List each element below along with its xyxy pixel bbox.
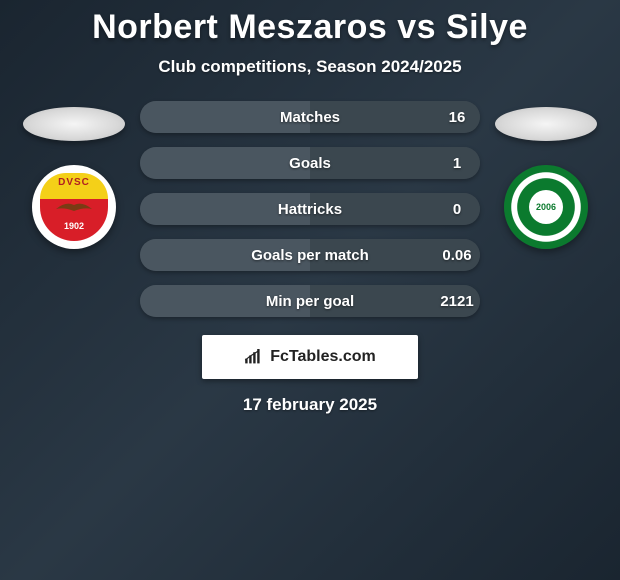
right-player-photo bbox=[495, 107, 597, 141]
stat-row: Hattricks0 bbox=[140, 193, 480, 225]
left-badge-year: 1902 bbox=[32, 221, 116, 231]
right-club-badge: 2006 bbox=[504, 165, 588, 249]
watermark-text: FcTables.com bbox=[270, 348, 376, 366]
card-root: Norbert Meszaros vs Silye Club competiti… bbox=[0, 0, 620, 415]
stat-row: Goals per match0.06 bbox=[140, 239, 480, 271]
comparison-row: DVSC 1902 Matches16 Goals1 Hattricks0 Goals… bbox=[0, 101, 620, 317]
stat-row: Min per goal2121 bbox=[140, 285, 480, 317]
subtitle: Club competitions, Season 2024/2025 bbox=[0, 57, 620, 77]
watermark: FcTables.com bbox=[202, 335, 418, 379]
stat-right-value: 2121 bbox=[434, 293, 480, 310]
chart-icon bbox=[244, 349, 264, 365]
left-club-badge: DVSC 1902 bbox=[32, 165, 116, 249]
stat-right-value: 0.06 bbox=[434, 247, 480, 264]
stat-label: Goals bbox=[186, 155, 434, 172]
stat-label: Min per goal bbox=[186, 293, 434, 310]
right-player-column: 2006 bbox=[494, 101, 598, 249]
stat-label: Hattricks bbox=[186, 201, 434, 218]
right-badge-year: 2006 bbox=[529, 190, 563, 224]
left-player-column: DVSC 1902 bbox=[22, 101, 126, 249]
left-badge-label: DVSC bbox=[32, 177, 116, 188]
stat-label: Goals per match bbox=[186, 247, 434, 264]
stat-right-value: 0 bbox=[434, 201, 480, 218]
stat-row: Goals1 bbox=[140, 147, 480, 179]
left-player-photo bbox=[23, 107, 125, 141]
stat-right-value: 16 bbox=[434, 109, 480, 126]
left-badge-bird-icon bbox=[54, 199, 94, 213]
page-title: Norbert Meszaros vs Silye bbox=[0, 8, 620, 47]
stat-right-value: 1 bbox=[434, 155, 480, 172]
stats-column: Matches16 Goals1 Hattricks0 Goals per match… bbox=[140, 101, 480, 317]
stat-row: Matches16 bbox=[140, 101, 480, 133]
footer-date: 17 february 2025 bbox=[0, 395, 620, 415]
stat-label: Matches bbox=[186, 109, 434, 126]
